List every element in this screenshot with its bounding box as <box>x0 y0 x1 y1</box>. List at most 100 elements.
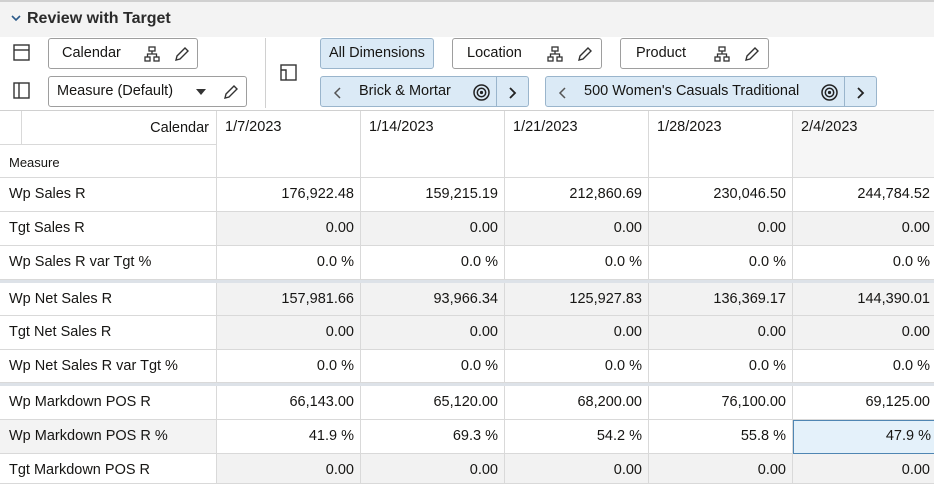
table-top-border <box>0 110 934 111</box>
data-cell[interactable]: 93,966.34 <box>361 283 505 316</box>
data-cell[interactable]: 0.00 <box>793 454 934 484</box>
row-axis-label: Measure <box>0 145 217 178</box>
data-cell[interactable]: 0.00 <box>793 316 934 350</box>
row-header: Tgt Sales R <box>0 212 217 246</box>
group-separator <box>0 383 934 386</box>
product-dimension[interactable]: Product <box>620 38 769 69</box>
row-header: Wp Net Sales R <box>0 283 217 316</box>
all-dimensions-button[interactable]: All Dimensions <box>320 38 434 69</box>
data-cell[interactable]: 0.0 % <box>793 350 934 383</box>
data-cell[interactable]: 0.00 <box>505 454 649 484</box>
measure-selector[interactable]: Measure (Default) <box>48 76 247 107</box>
dropdown-icon[interactable] <box>196 89 206 95</box>
next-button[interactable] <box>857 87 865 99</box>
edit-icon[interactable] <box>174 46 190 62</box>
column-header[interactable]: 1/21/2023 <box>505 111 649 178</box>
data-cell[interactable]: 0.00 <box>217 316 361 350</box>
column-header[interactable]: 1/7/2023 <box>217 111 361 178</box>
data-cell[interactable]: 0.00 <box>649 212 793 246</box>
hierarchy-icon[interactable] <box>144 46 160 62</box>
data-cell[interactable]: 144,390.01 <box>793 283 934 316</box>
column-header[interactable]: 1/28/2023 <box>649 111 793 178</box>
data-cell[interactable]: 0.00 <box>217 212 361 246</box>
calendar-dimension[interactable]: Calendar <box>48 38 198 69</box>
product-member[interactable]: 500 Women's Casuals Traditional <box>545 76 877 107</box>
data-cell[interactable]: 55.8 % <box>649 420 793 454</box>
data-cell[interactable]: 0.0 % <box>505 350 649 383</box>
data-cell[interactable]: 66,143.00 <box>217 386 361 420</box>
member-label: Brick & Mortar <box>359 83 451 99</box>
next-button[interactable] <box>509 87 517 99</box>
data-cell[interactable]: 69,125.00 <box>793 386 934 420</box>
data-cell[interactable]: 0.00 <box>505 316 649 350</box>
data-cell[interactable]: 0.0 % <box>361 350 505 383</box>
data-cell[interactable]: 125,927.83 <box>505 283 649 316</box>
data-cell[interactable]: 0.00 <box>217 454 361 484</box>
data-cell[interactable]: 65,120.00 <box>361 386 505 420</box>
location-dimension[interactable]: Location <box>452 38 602 69</box>
data-cell[interactable]: 76,100.00 <box>649 386 793 420</box>
edit-icon[interactable] <box>577 46 593 62</box>
hierarchy-icon[interactable] <box>547 46 563 62</box>
dimension-label: Calendar <box>62 45 121 61</box>
data-cell[interactable]: 230,046.50 <box>649 178 793 212</box>
row-header: Wp Markdown POS R % <box>0 420 217 454</box>
row-header: Tgt Net Sales R <box>0 316 217 350</box>
target-icon[interactable] <box>821 84 838 101</box>
data-cell[interactable]: 54.2 % <box>505 420 649 454</box>
title-bar <box>0 0 934 37</box>
divider <box>496 77 497 106</box>
data-cell[interactable]: 0.00 <box>361 316 505 350</box>
previous-button[interactable] <box>558 87 566 99</box>
data-cell[interactable]: 157,981.66 <box>217 283 361 316</box>
row-header: Wp Sales R var Tgt % <box>0 246 217 280</box>
member-label: 500 Women's Casuals Traditional <box>584 83 800 99</box>
dimension-label: Product <box>636 45 686 61</box>
layout-icon[interactable] <box>13 44 31 62</box>
edit-icon[interactable] <box>744 46 760 62</box>
data-cell[interactable]: 0.00 <box>361 212 505 246</box>
column-header[interactable]: 2/4/2023 <box>793 111 934 178</box>
pivot-icon[interactable] <box>280 64 298 82</box>
data-cell[interactable]: 212,860.69 <box>505 178 649 212</box>
button-label: All Dimensions <box>329 45 425 61</box>
data-cell[interactable]: 0.00 <box>649 454 793 484</box>
selected-cell[interactable]: 47.9 % <box>793 420 934 454</box>
data-cell[interactable]: 0.00 <box>361 454 505 484</box>
data-cell[interactable]: 0.0 % <box>361 246 505 280</box>
group-separator <box>0 280 934 283</box>
data-cell[interactable]: 0.0 % <box>793 246 934 280</box>
data-cell[interactable]: 176,922.48 <box>217 178 361 212</box>
location-member[interactable]: Brick & Mortar <box>320 76 529 107</box>
layout-icon[interactable] <box>13 82 31 100</box>
data-cell[interactable]: 0.00 <box>649 316 793 350</box>
previous-button[interactable] <box>333 87 341 99</box>
data-cell[interactable]: 159,215.19 <box>361 178 505 212</box>
data-cell[interactable]: 68,200.00 <box>505 386 649 420</box>
data-cell[interactable]: 244,784.52 <box>793 178 934 212</box>
row-header: Wp Sales R <box>0 178 217 212</box>
row-header: Tgt Markdown POS R <box>0 454 217 484</box>
collapse-chevron[interactable] <box>11 15 21 23</box>
data-cell[interactable]: 0.00 <box>793 212 934 246</box>
column-header[interactable]: 1/14/2023 <box>361 111 505 178</box>
data-cell[interactable]: 0.00 <box>505 212 649 246</box>
data-cell[interactable]: 0.0 % <box>505 246 649 280</box>
divider <box>844 77 845 106</box>
data-cell[interactable]: 0.0 % <box>649 246 793 280</box>
target-icon[interactable] <box>473 84 490 101</box>
data-cell[interactable]: 0.0 % <box>217 246 361 280</box>
column-axis-label: Calendar <box>22 111 217 145</box>
edit-icon[interactable] <box>223 84 239 100</box>
data-cell[interactable]: 41.9 % <box>217 420 361 454</box>
page-title: Review with Target <box>27 10 171 27</box>
data-cell[interactable]: 69.3 % <box>361 420 505 454</box>
hierarchy-icon[interactable] <box>714 46 730 62</box>
row-header: Wp Net Sales R var Tgt % <box>0 350 217 383</box>
data-cell[interactable]: 136,369.17 <box>649 283 793 316</box>
data-grid: Calendar Measure 1/7/2023 1/14/2023 1/21/202… <box>0 111 934 484</box>
row-header: Wp Markdown POS R <box>0 386 217 420</box>
data-cell[interactable]: 0.0 % <box>649 350 793 383</box>
data-cell[interactable]: 0.0 % <box>217 350 361 383</box>
